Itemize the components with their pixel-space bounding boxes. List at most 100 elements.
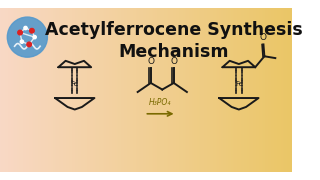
Bar: [74, 8, 75, 172]
Bar: [78, 8, 79, 172]
Bar: [226, 8, 227, 172]
Bar: [116, 8, 117, 172]
Bar: [23, 8, 25, 172]
Bar: [139, 8, 140, 172]
Bar: [8, 8, 9, 172]
Bar: [100, 8, 101, 172]
Bar: [121, 8, 122, 172]
Bar: [227, 8, 228, 172]
Bar: [271, 8, 273, 172]
Bar: [131, 8, 133, 172]
Bar: [195, 8, 196, 172]
Bar: [196, 8, 198, 172]
Bar: [81, 8, 82, 172]
Bar: [92, 8, 94, 172]
Bar: [119, 8, 120, 172]
Bar: [69, 8, 70, 172]
Bar: [223, 8, 224, 172]
Bar: [158, 8, 160, 172]
Bar: [140, 8, 141, 172]
Bar: [209, 8, 211, 172]
Bar: [268, 8, 269, 172]
Bar: [18, 8, 19, 172]
Bar: [290, 8, 291, 172]
Bar: [176, 8, 177, 172]
Bar: [245, 8, 246, 172]
Bar: [36, 8, 37, 172]
Bar: [128, 8, 130, 172]
Bar: [141, 8, 142, 172]
Bar: [277, 8, 278, 172]
Bar: [21, 8, 23, 172]
Bar: [261, 8, 263, 172]
Bar: [19, 8, 20, 172]
Bar: [48, 8, 49, 172]
Bar: [15, 8, 16, 172]
Bar: [75, 8, 76, 172]
Bar: [25, 8, 27, 172]
Bar: [83, 8, 84, 172]
Bar: [106, 8, 108, 172]
Bar: [210, 8, 212, 172]
Circle shape: [20, 40, 23, 43]
Bar: [280, 8, 282, 172]
Bar: [65, 8, 67, 172]
Bar: [214, 8, 215, 172]
Bar: [79, 8, 80, 172]
Bar: [252, 8, 253, 172]
Bar: [216, 8, 217, 172]
Bar: [192, 8, 193, 172]
Bar: [268, 8, 270, 172]
Bar: [149, 8, 150, 172]
Bar: [4, 8, 5, 172]
Bar: [22, 8, 24, 172]
Bar: [38, 8, 39, 172]
Bar: [98, 8, 100, 172]
Bar: [17, 8, 18, 172]
Bar: [113, 8, 114, 172]
Bar: [155, 8, 156, 172]
Bar: [42, 8, 43, 172]
Bar: [154, 8, 155, 172]
Bar: [102, 8, 104, 172]
Text: Fe: Fe: [235, 81, 243, 87]
Bar: [145, 8, 146, 172]
Bar: [2, 8, 4, 172]
Bar: [92, 8, 93, 172]
Bar: [162, 8, 164, 172]
Bar: [203, 8, 205, 172]
Bar: [101, 8, 102, 172]
Bar: [213, 8, 214, 172]
Bar: [67, 8, 68, 172]
Bar: [230, 8, 232, 172]
Bar: [124, 8, 126, 172]
Bar: [199, 8, 201, 172]
Bar: [279, 8, 281, 172]
Bar: [80, 8, 81, 172]
Bar: [0, 8, 1, 172]
Bar: [157, 8, 159, 172]
Bar: [76, 8, 77, 172]
Bar: [274, 8, 276, 172]
Bar: [94, 8, 96, 172]
Bar: [248, 8, 249, 172]
Bar: [1, 8, 3, 172]
Bar: [188, 8, 189, 172]
Bar: [211, 8, 212, 172]
Bar: [77, 8, 78, 172]
Bar: [170, 8, 172, 172]
Bar: [59, 8, 61, 172]
Bar: [207, 8, 209, 172]
Circle shape: [33, 35, 36, 39]
Bar: [84, 8, 86, 172]
Bar: [62, 8, 64, 172]
Bar: [95, 8, 97, 172]
Bar: [178, 8, 180, 172]
Bar: [189, 8, 190, 172]
Bar: [52, 8, 54, 172]
Bar: [89, 8, 90, 172]
Bar: [204, 8, 206, 172]
Bar: [153, 8, 154, 172]
Bar: [180, 8, 181, 172]
Bar: [198, 8, 200, 172]
